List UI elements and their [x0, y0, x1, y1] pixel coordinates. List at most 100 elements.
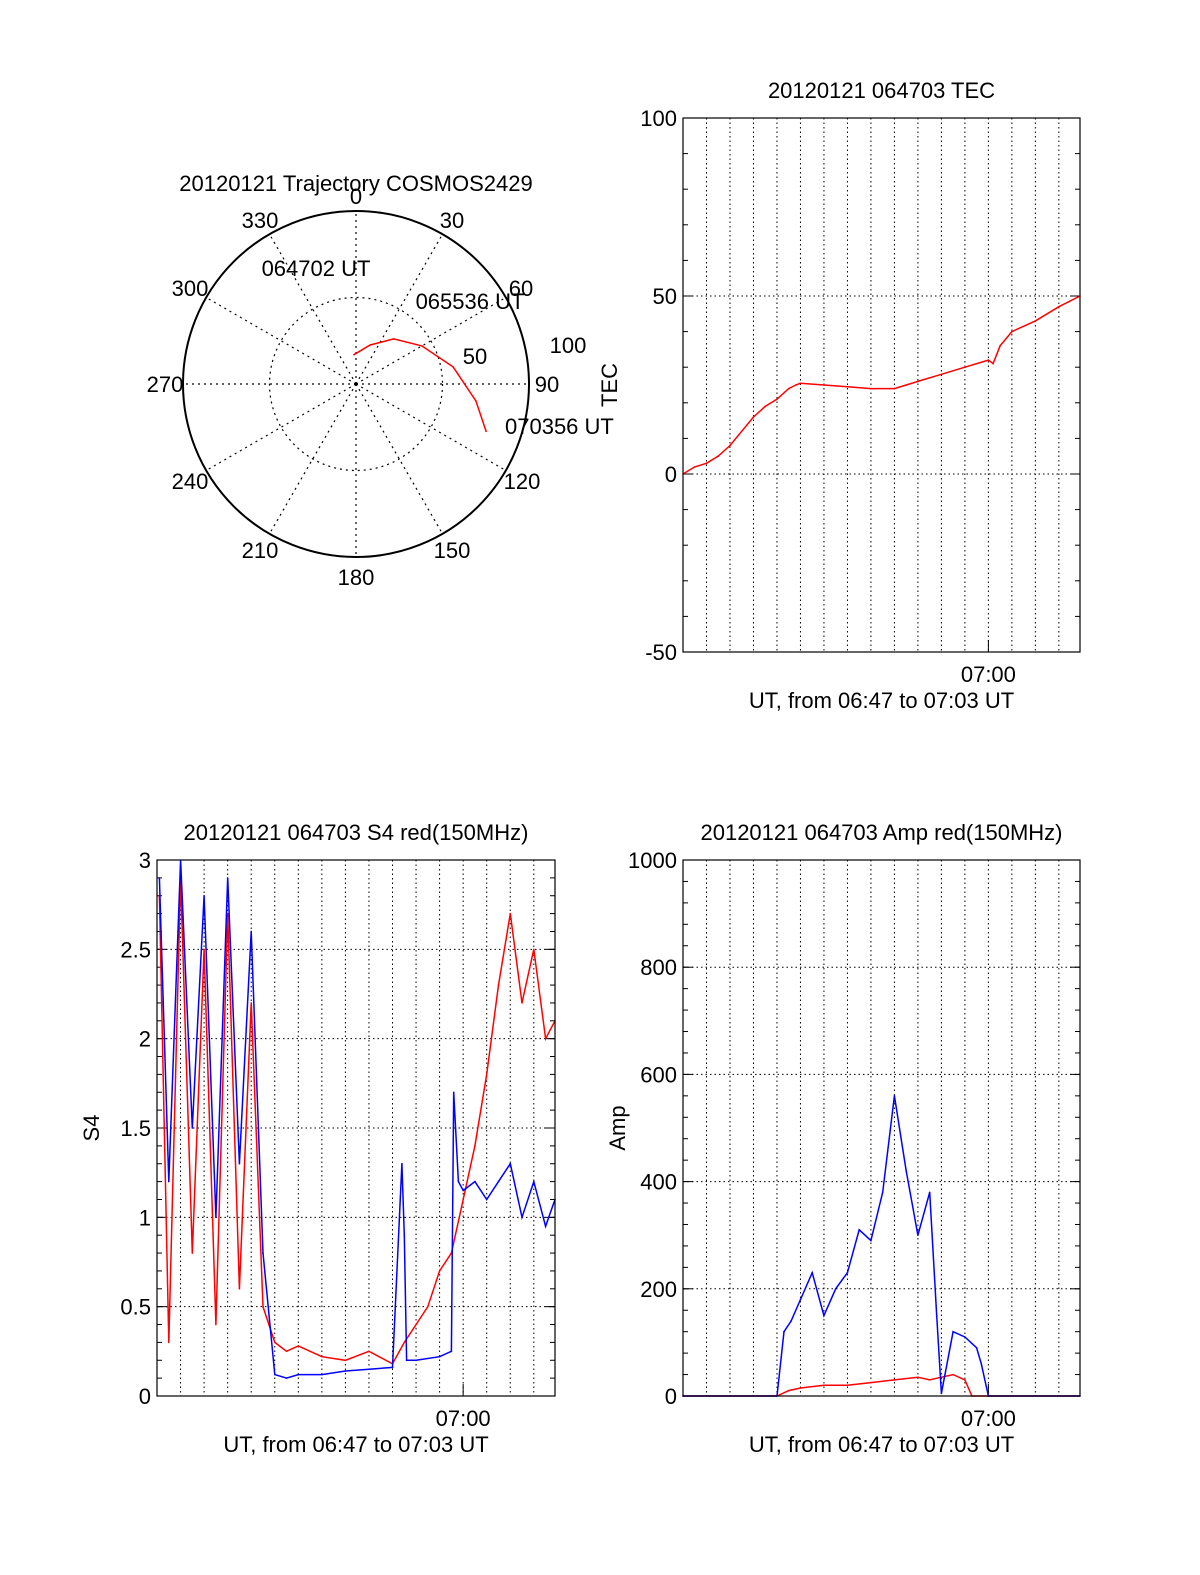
data-point	[438, 1355, 441, 1358]
data-point	[474, 1180, 476, 1183]
data-point	[273, 1373, 276, 1376]
data-point	[893, 1379, 896, 1381]
data-point	[226, 877, 229, 879]
data-point	[462, 1189, 464, 1192]
data-point	[1011, 330, 1013, 333]
data-point	[740, 430, 743, 433]
data-point	[533, 1180, 535, 1183]
azimuth-label-150: 150	[434, 538, 471, 563]
data-point	[952, 1373, 954, 1376]
data-series-line	[683, 1095, 1080, 1397]
y-tick-label: 0	[139, 1384, 151, 1409]
data-point	[893, 1095, 896, 1097]
data-point	[783, 1330, 785, 1333]
data-point	[509, 912, 512, 915]
data-point	[403, 1341, 406, 1344]
data-point	[870, 387, 872, 390]
data-point	[940, 373, 943, 376]
data-point	[705, 462, 708, 465]
x-tick-label: 07:00	[961, 1406, 1016, 1431]
data-point	[238, 1288, 241, 1290]
data-point	[811, 1271, 814, 1274]
data-series-line	[158, 859, 556, 1379]
plot-frame	[682, 117, 1081, 653]
data-point	[368, 1368, 370, 1370]
y-tick-label: 800	[640, 955, 677, 980]
data-point	[427, 1305, 429, 1308]
chart-title: 20120121 064703 TEC	[768, 78, 995, 103]
y-tick-label: 200	[640, 1277, 677, 1302]
data-point	[544, 1225, 547, 1228]
chart-panel-3	[682, 859, 1081, 1397]
plot-frame	[156, 859, 556, 1397]
data-point	[980, 1363, 983, 1365]
data-point	[952, 1330, 954, 1333]
polar-spoke	[355, 383, 444, 535]
data-point	[794, 384, 797, 386]
data-point	[999, 345, 1001, 347]
data-point	[858, 1229, 860, 1231]
data-point	[790, 1320, 792, 1322]
data-point	[415, 1323, 417, 1326]
data-point	[992, 362, 994, 365]
data-point	[474, 1145, 476, 1147]
data-point	[834, 1288, 837, 1290]
data-point	[191, 1127, 194, 1129]
data-point	[917, 1234, 919, 1236]
data-point	[203, 894, 205, 897]
data-point	[764, 405, 767, 408]
azimuth-label-300: 300	[172, 276, 209, 301]
azimuth-label-120: 120	[504, 469, 541, 494]
data-point	[964, 366, 966, 369]
data-point	[452, 1091, 455, 1094]
trajectory-point	[353, 353, 355, 356]
data-point	[870, 1381, 872, 1384]
data-point	[1058, 305, 1060, 308]
data-point	[823, 1384, 825, 1387]
data-point	[928, 1191, 931, 1194]
data-point	[457, 1180, 460, 1183]
y-tick-label: 1	[139, 1205, 151, 1230]
polar-spoke	[205, 383, 357, 472]
plot-frame	[682, 859, 1081, 1397]
y-axis-label: TEC	[597, 363, 622, 407]
data-point	[321, 1373, 323, 1376]
data-point	[987, 359, 990, 361]
data-point	[321, 1355, 323, 1358]
data-point	[846, 1271, 849, 1274]
data-point	[262, 1252, 264, 1254]
data-point	[964, 1336, 966, 1338]
data-point	[203, 948, 205, 951]
data-point	[509, 1162, 512, 1165]
data-point	[297, 1373, 300, 1376]
data-point	[285, 1377, 288, 1379]
x-tick-label: 07:00	[961, 662, 1016, 687]
data-point	[533, 948, 535, 951]
polar-spoke	[268, 233, 357, 385]
data-point	[226, 912, 229, 915]
y-tick-label: 1000	[628, 848, 677, 873]
azimuth-label-0: 0	[350, 184, 362, 209]
data-point	[368, 1350, 370, 1353]
polar-spoke	[268, 383, 357, 535]
data-point	[262, 1305, 264, 1308]
data-point	[905, 384, 907, 386]
data-point	[415, 1359, 417, 1362]
data-point	[752, 416, 755, 418]
data-point	[799, 1298, 802, 1301]
data-point	[893, 387, 896, 390]
azimuth-label-270: 270	[147, 372, 184, 397]
chart-title: 20120121 064703 Amp red(150MHz)	[700, 820, 1062, 845]
trajectory-time-label: 065536 UT	[416, 289, 525, 314]
data-point	[191, 1252, 194, 1254]
data-point	[521, 1002, 523, 1004]
x-axis-label: UT, from 06:47 to 07:03 UT	[749, 688, 1014, 713]
data-point	[285, 1350, 288, 1353]
data-point	[975, 1346, 978, 1349]
data-point	[215, 1216, 217, 1219]
azimuth-label-210: 210	[242, 538, 279, 563]
data-point	[823, 1314, 825, 1317]
data-point	[497, 1180, 500, 1183]
data-point	[787, 387, 790, 390]
chart-panel-1	[682, 117, 1081, 653]
